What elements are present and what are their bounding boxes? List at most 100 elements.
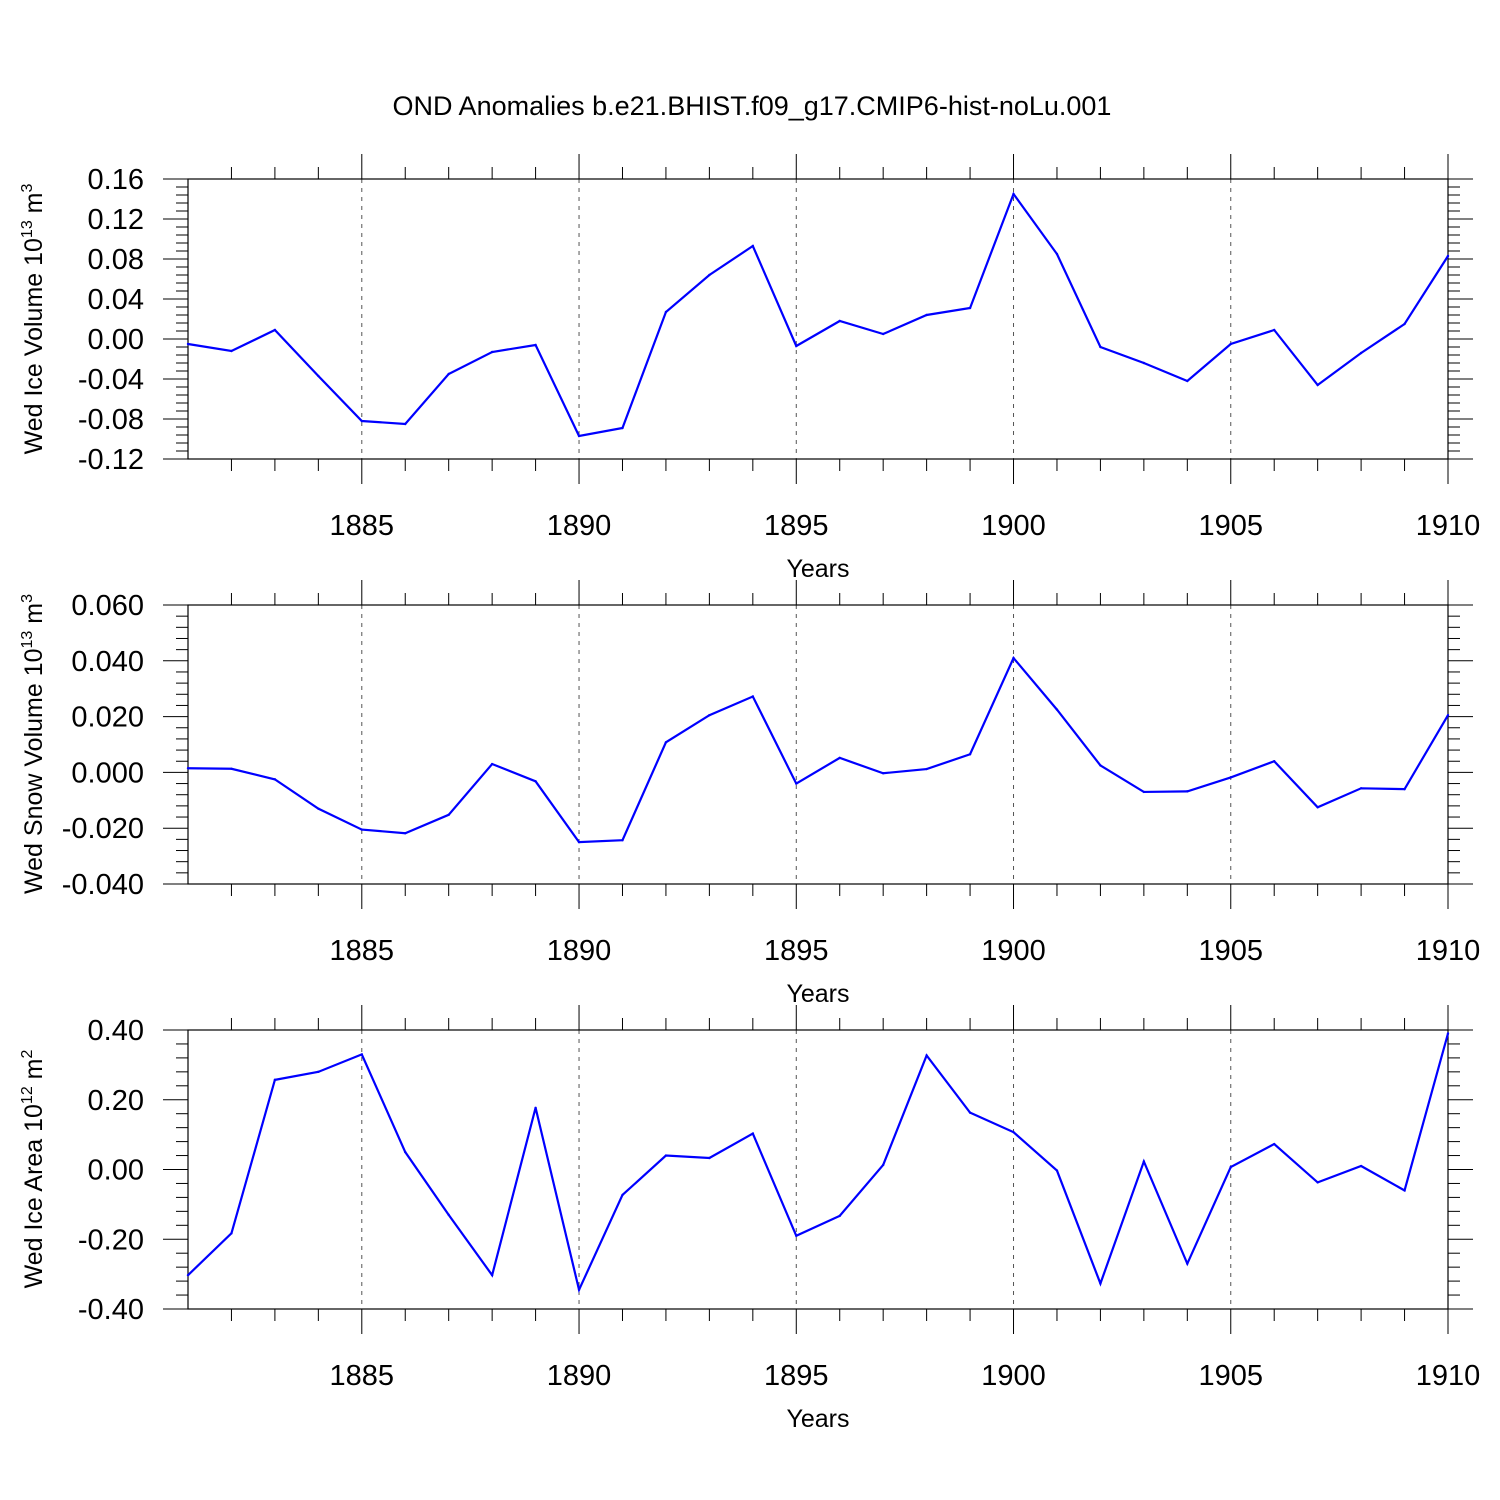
data-point — [186, 342, 190, 346]
y-axis-title-part: Wed Ice Area 10 — [20, 1104, 48, 1288]
data-point — [230, 1232, 233, 1235]
data-point — [317, 1070, 320, 1074]
x-tick-label: 1895 — [764, 510, 829, 542]
y-tick-label: 0.16 — [88, 164, 144, 196]
data-point — [1316, 383, 1319, 387]
y-axis-title-part: Wed Snow Volume 10 — [20, 648, 48, 894]
data-point — [1446, 714, 1450, 717]
y-tick-label: -0.08 — [78, 404, 144, 436]
data-point — [1229, 342, 1232, 346]
y-axis-title-part: m — [20, 1058, 48, 1086]
data-point — [1403, 787, 1406, 791]
y-tick-label: 0.040 — [71, 646, 144, 678]
x-tick-label: 1910 — [1416, 1360, 1481, 1392]
x-tick-label: 1905 — [1199, 510, 1264, 542]
x-tick-label: 1900 — [981, 935, 1046, 967]
data-point — [186, 767, 190, 770]
data-point — [1229, 776, 1232, 779]
y-axis-title-part: Wed Ice Volume 10 — [20, 238, 48, 454]
y-axis-title-part: m — [20, 603, 48, 631]
data-point — [1403, 1189, 1406, 1192]
data-point — [1099, 345, 1102, 349]
data-point — [1142, 1160, 1146, 1163]
data-point — [751, 1132, 755, 1135]
data-point — [1359, 1164, 1363, 1168]
panel-2: 1885 1890 1895 1900 1905 1910 Years -0.040 -0.02… — [19, 580, 1480, 1008]
y-axis-title: Wed Snow Volume 1013 m3 — [19, 594, 48, 894]
x-tick-label: 1910 — [1416, 510, 1481, 542]
data-point — [1055, 708, 1059, 711]
data-point — [577, 434, 581, 438]
data-point — [795, 344, 798, 348]
y-axis-title-part: 12 — [19, 1086, 36, 1104]
data-point — [447, 1213, 450, 1217]
x-axis-title: Years — [786, 980, 849, 1008]
data-point — [925, 767, 928, 771]
data-point — [404, 1150, 407, 1154]
x-tick-label: 1895 — [764, 1360, 829, 1392]
data-point — [795, 782, 798, 785]
data-point — [838, 319, 841, 323]
y-tick-label: 0.20 — [88, 1085, 144, 1117]
data-point — [490, 762, 494, 766]
data-point — [1186, 1262, 1189, 1265]
plot-frame — [187, 1029, 1449, 1310]
data-point — [230, 767, 233, 770]
x-tick-label: 1890 — [547, 1360, 612, 1392]
y-tick-label: 0.00 — [88, 1155, 144, 1187]
data-point — [447, 813, 450, 817]
y-tick-label: -0.040 — [62, 869, 144, 901]
y-axis-title-part: 3 — [19, 594, 36, 603]
y-tick-label: 0.04 — [88, 284, 144, 316]
data-point — [1012, 656, 1015, 660]
x-axis-title: Years — [786, 555, 849, 583]
data-point — [968, 753, 972, 756]
y-tick-label: 0.08 — [88, 244, 144, 276]
y-axis-title-part: 3 — [19, 183, 36, 192]
y-tick-label: -0.12 — [78, 444, 144, 476]
y-tick-label: -0.40 — [78, 1294, 144, 1326]
data-point — [968, 306, 972, 310]
data-point — [273, 1078, 277, 1082]
data-point — [1229, 1165, 1232, 1169]
data-point — [664, 741, 668, 744]
data-point — [881, 332, 885, 336]
y-tick-label: 0.020 — [71, 702, 144, 734]
data-point — [273, 328, 277, 332]
data-point — [1273, 328, 1276, 332]
y-axis-title: Wed Ice Area 1012 m2 — [19, 1049, 48, 1288]
data-point — [273, 778, 277, 781]
data-point — [1099, 764, 1102, 767]
series-line — [187, 655, 1449, 844]
data-point — [1403, 322, 1406, 326]
y-axis-title: Wed Ice Volume 1013 m3 — [19, 183, 48, 454]
data-point — [621, 426, 624, 430]
data-point — [664, 310, 668, 314]
data-point — [1142, 790, 1146, 794]
x-tick-label: 1890 — [547, 935, 612, 967]
x-tick-label: 1885 — [330, 1360, 395, 1392]
data-point — [1055, 252, 1059, 256]
x-tick-label: 1910 — [1416, 935, 1481, 967]
data-point — [230, 349, 233, 353]
y-tick-label: 0.00 — [88, 324, 144, 356]
data-point — [1142, 361, 1146, 365]
data-point — [534, 1106, 537, 1109]
data-point — [838, 1214, 841, 1218]
data-point — [1446, 254, 1450, 258]
series-line — [187, 191, 1449, 438]
data-point — [577, 1288, 581, 1292]
data-point — [1359, 787, 1363, 790]
series-line — [187, 1033, 1450, 1294]
x-tick-label: 1885 — [330, 935, 395, 967]
data-point — [534, 780, 537, 783]
panel-3: 1885 1890 1895 1900 1905 1910 Years -0.40 -0.20 0… — [19, 1005, 1480, 1433]
x-tick-label: 1905 — [1199, 935, 1264, 967]
data-point — [534, 343, 537, 347]
y-tick-label: -0.020 — [62, 813, 144, 845]
data-point — [881, 1163, 885, 1167]
data-point — [664, 1154, 668, 1157]
data-point — [881, 772, 885, 775]
data-point — [360, 828, 363, 831]
